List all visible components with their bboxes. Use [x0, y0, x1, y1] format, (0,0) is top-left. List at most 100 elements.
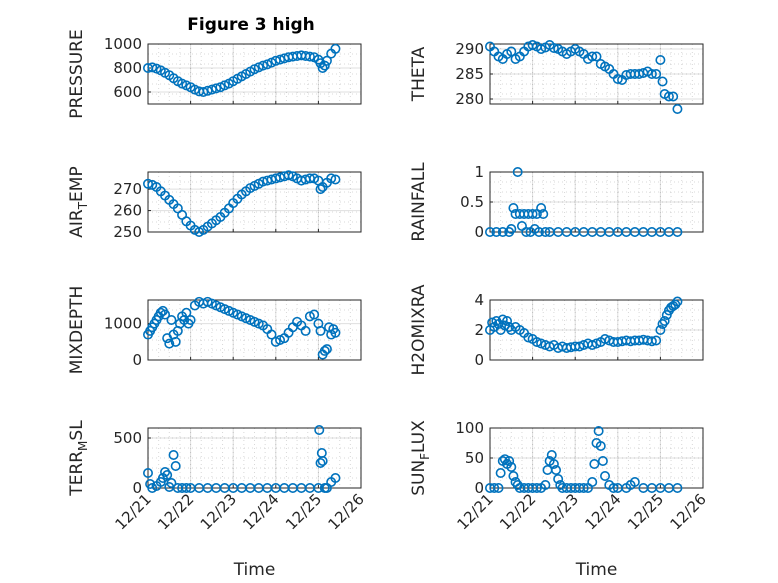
data-point — [211, 83, 222, 94]
data-point — [321, 344, 332, 355]
x-axis-label: Time — [575, 560, 618, 580]
y-axis-label: AIRTEMP — [67, 166, 90, 237]
data-point — [315, 184, 326, 195]
data-point — [655, 324, 666, 335]
data-point — [162, 469, 173, 480]
data-point — [655, 54, 666, 65]
data-point — [527, 39, 538, 50]
data-point — [185, 314, 196, 325]
data-point — [540, 227, 551, 238]
data-point — [600, 333, 611, 344]
data-point — [536, 338, 547, 349]
x-axis-label: Time — [233, 560, 276, 580]
data-point — [548, 458, 559, 469]
marker-series — [143, 424, 341, 493]
data-point — [657, 76, 668, 87]
data-point — [143, 178, 154, 189]
data-point — [508, 470, 519, 481]
data-point — [591, 338, 602, 349]
data-point — [578, 482, 589, 493]
y-tick-label: 0 — [474, 223, 484, 241]
y-tick-label: 1000 — [104, 315, 142, 333]
marker-series — [484, 425, 683, 493]
data-point — [484, 227, 495, 238]
chart-title: Figure 3 high — [187, 15, 315, 35]
y-tick-label: 4 — [474, 291, 484, 309]
y-axis-label: THETA — [409, 46, 429, 102]
data-point — [317, 455, 328, 466]
axes-box — [489, 171, 704, 233]
data-point — [326, 173, 337, 184]
marker-series — [484, 296, 683, 353]
y-tick-label: 280 — [455, 90, 484, 108]
y-tick-label: 260 — [113, 202, 142, 220]
marker-series — [143, 170, 341, 238]
data-point — [258, 60, 269, 71]
data-point — [497, 314, 508, 325]
data-point — [546, 449, 557, 460]
data-point — [523, 332, 534, 343]
data-point — [164, 338, 175, 349]
data-point — [506, 224, 517, 235]
data-point — [591, 51, 602, 62]
data-point — [608, 482, 619, 493]
axes-box — [489, 427, 704, 489]
y-tick-label: 50 — [465, 449, 484, 467]
y-axis-label: H2OMIXRA — [409, 284, 429, 375]
subplot-mixdepth: 0 1000 MIXDEPTH — [67, 286, 362, 375]
y-tick-label: 600 — [113, 83, 142, 101]
data-point — [574, 341, 585, 352]
marker-series — [143, 43, 341, 98]
data-point — [319, 60, 330, 71]
data-point — [166, 477, 177, 488]
data-point — [266, 329, 277, 340]
y-axis-label: MIXDEPTH — [67, 286, 87, 375]
data-point — [506, 461, 517, 472]
data-point — [553, 473, 564, 484]
data-point — [587, 339, 598, 350]
data-point — [309, 309, 320, 320]
subplot-rainfall: 0 0.5 1 RAINFALL — [409, 162, 704, 242]
data-point — [646, 336, 657, 347]
y-axis-label: SUNFLUX — [409, 420, 432, 496]
data-point — [170, 336, 181, 347]
data-point — [315, 325, 326, 336]
data-point — [659, 315, 670, 326]
data-point — [600, 470, 611, 481]
data-point — [147, 62, 158, 73]
data-point — [489, 482, 500, 493]
data-point — [314, 424, 325, 435]
subplot-pressure: 600 800 1000 PRESSURE — [67, 29, 362, 119]
data-point — [597, 455, 608, 466]
data-point — [595, 440, 606, 451]
data-point — [668, 91, 679, 102]
data-point — [663, 91, 674, 102]
data-point — [317, 62, 328, 73]
data-point — [629, 476, 640, 487]
data-point — [672, 296, 683, 307]
data-point — [304, 51, 315, 62]
subplot-air-temp: 250 260 270 AIRTEMP — [67, 166, 362, 241]
y-tick-label: 800 — [113, 59, 142, 77]
y-axis-label: RAINFALL — [409, 162, 429, 242]
y-tick-label: 0 — [132, 479, 142, 497]
y-tick-label: 0 — [474, 351, 484, 369]
data-point — [531, 482, 542, 493]
y-tick-label: 0.5 — [460, 193, 484, 211]
data-point — [593, 425, 604, 436]
data-point — [521, 227, 532, 238]
data-point — [538, 209, 549, 220]
marker-series — [484, 39, 683, 115]
data-point — [168, 449, 179, 460]
data-point — [315, 457, 326, 468]
data-point — [672, 482, 683, 493]
subplot-theta: 280 285 290 THETA — [409, 39, 704, 115]
data-point — [612, 74, 623, 85]
y-tick-label: 270 — [113, 180, 142, 198]
data-point — [330, 174, 341, 185]
data-point — [300, 325, 311, 336]
data-point — [508, 203, 519, 214]
y-tick-label: 1000 — [104, 35, 142, 53]
data-point — [651, 335, 662, 346]
